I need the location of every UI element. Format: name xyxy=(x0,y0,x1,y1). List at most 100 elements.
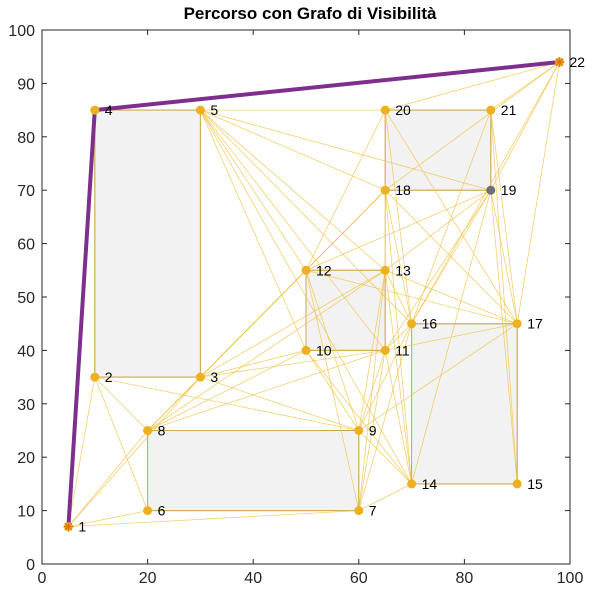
y-tick-label-40: 40 xyxy=(17,343,35,360)
y-tick-label-0: 0 xyxy=(26,557,35,574)
y-tick-label-10: 10 xyxy=(17,504,35,521)
obstacle-3 xyxy=(305,269,386,351)
visibility-edge-10-14 xyxy=(305,350,412,485)
node-4-point xyxy=(90,105,100,115)
visibility-edge-13-14 xyxy=(384,270,412,484)
node-3-label: 3 xyxy=(210,369,218,385)
visibility-edge-9-11 xyxy=(358,350,386,431)
node-1-star-3 xyxy=(64,522,73,531)
visibility-edge-1-7 xyxy=(68,510,359,528)
visibility-edge-11-19 xyxy=(384,189,492,351)
visibility-edge-12-18 xyxy=(305,189,386,271)
y-tick-label-80: 80 xyxy=(17,130,35,147)
node-20-point xyxy=(380,105,390,115)
node-15-point xyxy=(512,479,522,489)
visibility-edge-12-19 xyxy=(305,189,491,271)
visibility-edge-7-11 xyxy=(358,350,386,511)
visibility-edge-1-2 xyxy=(68,377,96,527)
node-22-star-3 xyxy=(555,58,564,66)
node-19-point xyxy=(486,185,496,195)
visibility-edge-8-10 xyxy=(147,350,307,431)
node-20-label: 20 xyxy=(395,102,411,118)
node-8-label: 8 xyxy=(158,423,166,439)
node-2-point xyxy=(90,372,100,382)
visibility-edge-5-12 xyxy=(200,109,307,271)
node-11-label: 11 xyxy=(395,342,410,358)
visibility-edge-8-13 xyxy=(147,269,386,431)
x-tick-label-40: 40 xyxy=(244,570,262,587)
visibility-edge-8-11 xyxy=(147,350,386,431)
visibility-edge-9-14 xyxy=(358,430,412,485)
visibility-edge-3-10 xyxy=(200,350,307,378)
y-tick-label-90: 90 xyxy=(17,76,35,93)
node-2-label: 2 xyxy=(105,369,113,385)
node-19-label: 19 xyxy=(501,182,517,198)
node-21-point xyxy=(486,105,496,115)
visibility-edge-12-20 xyxy=(305,109,386,271)
visibility-edge-9-16 xyxy=(358,323,412,431)
visibility-edge-21-22 xyxy=(490,61,560,111)
visibility-edge-9-17 xyxy=(358,323,518,431)
visibility-edge-5-10 xyxy=(200,109,307,351)
visibility-edge-16-20 xyxy=(384,110,412,324)
y-tick-label-70: 70 xyxy=(17,183,35,200)
node-13-point xyxy=(380,265,390,275)
visibility-edge-7-14 xyxy=(358,483,412,511)
visibility-edge-14-18 xyxy=(384,190,412,484)
visibility-edge-13-17 xyxy=(385,269,518,325)
node-9-point xyxy=(354,426,364,435)
node-1-label: 1 xyxy=(78,519,86,535)
x-tick-label-0: 0 xyxy=(38,570,47,587)
node-16-point xyxy=(407,319,417,329)
node-7-label: 7 xyxy=(369,503,377,519)
y-tick-label-20: 20 xyxy=(17,450,35,467)
visibility-edge-5-13 xyxy=(200,109,386,271)
visibility-edge-13-16 xyxy=(384,270,412,324)
node-6-label: 6 xyxy=(158,503,166,519)
visibility-edge-5-18 xyxy=(200,109,386,191)
y-tick-label-100: 100 xyxy=(8,23,35,40)
visibility-edge-13-19 xyxy=(384,189,492,271)
visibility-edge-17-18 xyxy=(384,189,518,324)
visibility-edge-14-19 xyxy=(411,190,492,485)
x-tick-label-20: 20 xyxy=(139,570,157,587)
node-9-label: 9 xyxy=(369,423,377,439)
node-12-label: 12 xyxy=(316,262,332,278)
x-tick-label-100: 100 xyxy=(557,570,584,587)
visibility-edge-1-8 xyxy=(68,430,148,527)
obstacle-2 xyxy=(147,430,360,512)
visibility-edge-17-19 xyxy=(490,190,518,324)
node-22-label: 22 xyxy=(569,54,585,70)
chart-title: Percorso con Grafo di Visibilità xyxy=(184,4,437,23)
node-11-point xyxy=(380,345,390,355)
x-tick-label-80: 80 xyxy=(456,570,474,587)
node-15-label: 15 xyxy=(527,476,543,492)
visibility-edge-3-11 xyxy=(200,350,386,378)
node-10-point xyxy=(301,345,311,355)
node-4-label: 4 xyxy=(105,102,113,118)
visibility-edge-16-18 xyxy=(384,190,412,324)
visibility-edge-5-11 xyxy=(200,109,386,351)
node-18-label: 18 xyxy=(395,182,411,198)
visibility-edge-17-20 xyxy=(384,109,518,324)
node-7-point xyxy=(354,506,364,516)
node-17-point xyxy=(512,319,522,329)
visibility-edge-2-8 xyxy=(94,376,148,431)
visibility-edge-15-21 xyxy=(490,110,518,484)
y-tick-label-60: 60 xyxy=(17,237,35,254)
x-tick-label-60: 60 xyxy=(350,570,368,587)
visibility-edge-17-22 xyxy=(516,61,560,324)
visibility-edge-5-19 xyxy=(200,109,491,191)
node-16-label: 16 xyxy=(422,316,438,332)
node-21-label: 21 xyxy=(501,102,517,118)
visibility-edge-2-6 xyxy=(94,376,148,511)
y-tick-label-50: 50 xyxy=(17,290,35,307)
node-3-point xyxy=(195,372,205,382)
axis-ticks-layer: 0 20 40 60 80 100 0 10 20 30 40 50 60 70 80 90 100 xyxy=(8,23,583,587)
visibility-edge-1-3 xyxy=(68,376,201,527)
visibility-edge-7-16 xyxy=(358,323,412,511)
visibility-edge-9-10 xyxy=(305,350,360,431)
node-13-label: 13 xyxy=(395,262,411,278)
visibility-edge-19-22 xyxy=(490,61,560,191)
